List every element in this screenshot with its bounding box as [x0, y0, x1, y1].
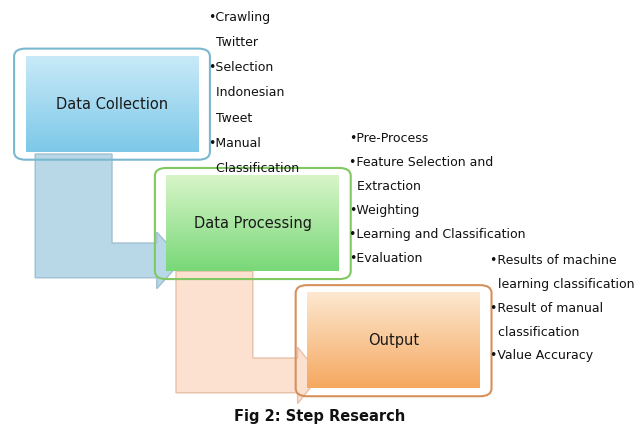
- Text: learning classification: learning classification: [490, 278, 634, 291]
- Text: •Crawling: •Crawling: [208, 11, 270, 24]
- Text: •Result of manual: •Result of manual: [490, 302, 603, 315]
- Text: Output: Output: [368, 333, 419, 348]
- Text: Twitter: Twitter: [208, 36, 258, 49]
- Text: •Feature Selection and: •Feature Selection and: [349, 156, 493, 169]
- Text: Fig 2: Step Research: Fig 2: Step Research: [234, 409, 406, 424]
- Text: Extraction: Extraction: [349, 180, 420, 193]
- Text: •Pre-Process: •Pre-Process: [349, 132, 428, 145]
- Text: •Learning and Classification: •Learning and Classification: [349, 228, 525, 241]
- Text: •Weighting: •Weighting: [349, 204, 419, 217]
- Text: •Value Accuracy: •Value Accuracy: [490, 349, 593, 362]
- Text: Tweet: Tweet: [208, 112, 252, 125]
- Text: Classification: Classification: [208, 162, 299, 175]
- Text: Data Processing: Data Processing: [194, 216, 312, 231]
- Text: •Results of machine: •Results of machine: [490, 254, 616, 267]
- Text: classification: classification: [490, 326, 579, 339]
- Text: Indonesian: Indonesian: [208, 86, 284, 99]
- Polygon shape: [35, 154, 182, 289]
- Text: •Evaluation: •Evaluation: [349, 252, 422, 265]
- Polygon shape: [176, 271, 320, 404]
- Text: •Manual: •Manual: [208, 137, 261, 150]
- Text: •Selection: •Selection: [208, 61, 273, 74]
- Text: Data Collection: Data Collection: [56, 97, 168, 112]
